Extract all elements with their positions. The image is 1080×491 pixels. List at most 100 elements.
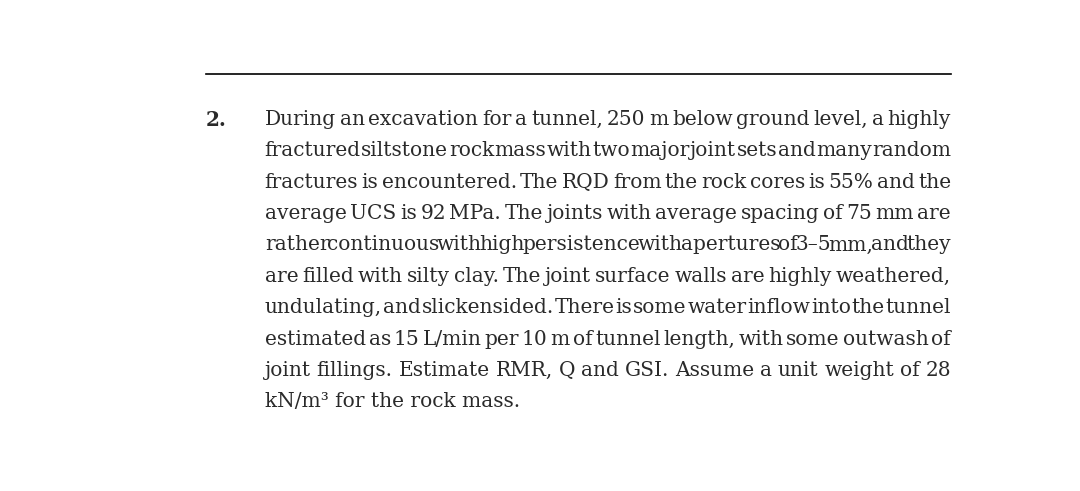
Text: 10: 10 (522, 329, 548, 349)
Text: average: average (656, 204, 737, 223)
Text: with: with (638, 236, 683, 254)
Text: and: and (581, 361, 619, 380)
Text: a: a (872, 110, 883, 129)
Text: joint: joint (690, 141, 737, 161)
Text: the: the (852, 298, 885, 317)
Text: weathered,: weathered, (836, 267, 951, 286)
Text: 75: 75 (846, 204, 872, 223)
Text: the: the (665, 173, 698, 191)
Text: average: average (265, 204, 347, 223)
Text: 55%: 55% (828, 173, 874, 191)
Text: mm,: mm, (828, 236, 874, 254)
Text: tunnel: tunnel (595, 329, 661, 349)
Text: undulating,: undulating, (265, 298, 382, 317)
Text: Q: Q (558, 361, 576, 380)
Text: UCS: UCS (350, 204, 396, 223)
Text: of: of (931, 329, 951, 349)
Text: 2.: 2. (206, 110, 227, 130)
Text: Estimate: Estimate (399, 361, 489, 380)
Text: mass: mass (495, 141, 546, 161)
Text: The: The (503, 267, 541, 286)
Text: kN/m³ for the rock mass.: kN/m³ for the rock mass. (265, 392, 519, 411)
Text: joint: joint (265, 361, 311, 380)
Text: RQD: RQD (562, 173, 609, 191)
Text: is: is (616, 298, 632, 317)
Text: sets: sets (737, 141, 778, 161)
Text: per: per (485, 329, 518, 349)
Text: encountered.: encountered. (381, 173, 516, 191)
Text: fractured: fractured (265, 141, 361, 161)
Text: an: an (339, 110, 365, 129)
Text: siltstone: siltstone (362, 141, 448, 161)
Text: rock: rock (449, 141, 494, 161)
Text: filled: filled (302, 267, 354, 286)
Text: tunnel: tunnel (886, 298, 951, 317)
Text: unit: unit (778, 361, 819, 380)
Text: for: for (482, 110, 512, 129)
Text: clay.: clay. (454, 267, 499, 286)
Text: below: below (672, 110, 732, 129)
Text: m: m (551, 329, 570, 349)
Text: silty: silty (407, 267, 450, 286)
Text: surface: surface (595, 267, 671, 286)
Text: and: and (870, 236, 908, 254)
Text: weight: weight (824, 361, 894, 380)
Text: random: random (872, 141, 951, 161)
Text: some: some (633, 298, 687, 317)
Text: persistence: persistence (523, 236, 640, 254)
Text: outwash: outwash (842, 329, 929, 349)
Text: estimated: estimated (265, 329, 366, 349)
Text: tunnel,: tunnel, (531, 110, 603, 129)
Text: with: with (607, 204, 651, 223)
Text: two: two (592, 141, 630, 161)
Text: The: The (504, 204, 543, 223)
Text: L/min: L/min (422, 329, 482, 349)
Text: are: are (731, 267, 765, 286)
Text: joint: joint (545, 267, 591, 286)
Text: of: of (900, 361, 919, 380)
Text: mm: mm (876, 204, 914, 223)
Text: There: There (554, 298, 615, 317)
Text: ground: ground (737, 110, 810, 129)
Text: excavation: excavation (368, 110, 478, 129)
Text: highly: highly (888, 110, 951, 129)
Text: m: m (649, 110, 669, 129)
Text: 250: 250 (607, 110, 645, 129)
Text: continuous: continuous (327, 236, 440, 254)
Text: with: with (546, 141, 592, 161)
Text: fillings.: fillings. (316, 361, 393, 380)
Text: and: and (382, 298, 420, 317)
Text: cores: cores (750, 173, 805, 191)
Text: apertures: apertures (680, 236, 780, 254)
Text: joints: joints (546, 204, 603, 223)
Text: MPa.: MPa. (449, 204, 501, 223)
Text: rock: rock (701, 173, 746, 191)
Text: inflow: inflow (747, 298, 810, 317)
Text: some: some (786, 329, 840, 349)
Text: is: is (400, 204, 417, 223)
Text: major: major (630, 141, 689, 161)
Text: into: into (811, 298, 851, 317)
Text: as: as (368, 329, 391, 349)
Text: 15: 15 (394, 329, 420, 349)
Text: water: water (687, 298, 746, 317)
Text: are: are (917, 204, 951, 223)
Text: with: with (437, 236, 482, 254)
Text: with: with (739, 329, 783, 349)
Text: GSI.: GSI. (624, 361, 670, 380)
Text: with: with (357, 267, 403, 286)
Text: rather: rather (265, 236, 329, 254)
Text: high: high (480, 236, 525, 254)
Text: length,: length, (663, 329, 735, 349)
Text: of: of (572, 329, 592, 349)
Text: spacing: spacing (741, 204, 820, 223)
Text: the: the (918, 173, 951, 191)
Text: fractures: fractures (265, 173, 359, 191)
Text: are: are (265, 267, 298, 286)
Text: level,: level, (813, 110, 868, 129)
Text: is: is (362, 173, 378, 191)
Text: of: of (823, 204, 842, 223)
Text: is: is (809, 173, 825, 191)
Text: The: The (521, 173, 558, 191)
Text: walls: walls (675, 267, 727, 286)
